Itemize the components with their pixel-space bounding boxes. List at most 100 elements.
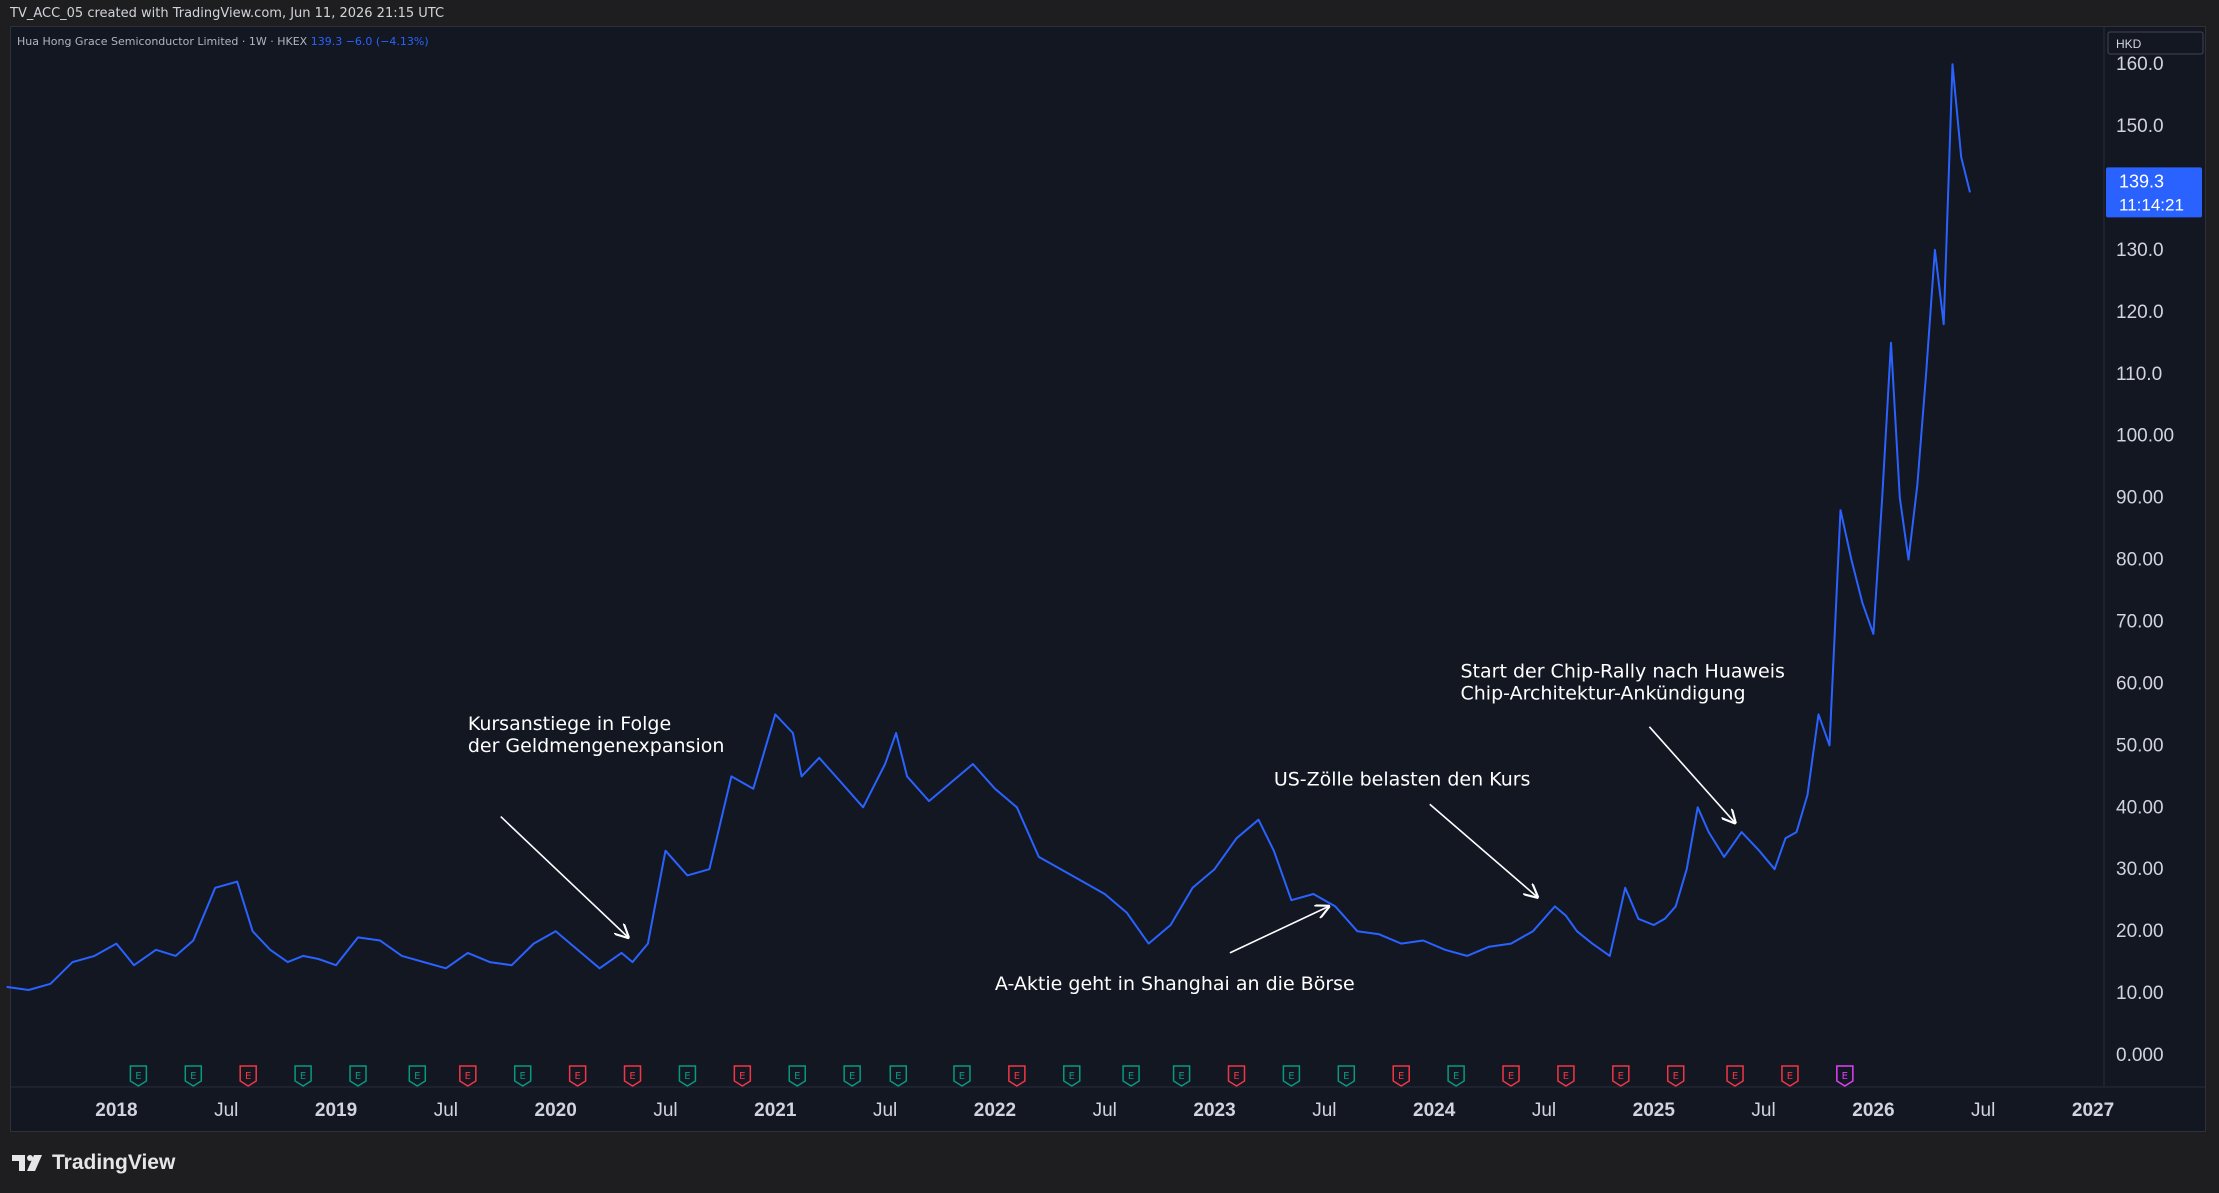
earnings-marker[interactable]: E — [408, 1065, 427, 1087]
earnings-marker[interactable]: E — [568, 1065, 587, 1087]
svg-text:E: E — [849, 1071, 855, 1082]
earnings-marker[interactable]: E — [1781, 1065, 1799, 1087]
y-tick-label: 60.00 — [2116, 673, 2164, 694]
y-tick-label: 110.0 — [2116, 364, 2162, 385]
svg-text:E: E — [465, 1071, 471, 1082]
x-tick-label: 2021 — [754, 1100, 797, 1121]
earnings-marker[interactable]: E — [788, 1065, 806, 1087]
annotation-shanghai-listing-arrow — [1229, 906, 1329, 954]
earnings-marker[interactable]: E — [1612, 1065, 1630, 1087]
price-change: −6.0 (−4.13%) — [345, 35, 429, 48]
export-caption-bar: TV_ACC_05 created with TradingView.com, … — [0, 0, 2219, 26]
earnings-marker[interactable]: E — [129, 1065, 148, 1087]
svg-text:E: E — [245, 1071, 251, 1082]
annotation-money-supply-arrow — [500, 816, 628, 938]
y-tick-label: 120.0 — [2116, 302, 2164, 323]
x-tick-label: 2024 — [1413, 1100, 1456, 1121]
x-tick-label: Jul — [1312, 1100, 1336, 1121]
earnings-marker[interactable]: E — [1063, 1065, 1081, 1087]
earnings-marker[interactable]: E — [1666, 1065, 1685, 1087]
x-tick-label: Jul — [434, 1100, 458, 1121]
x-axis-ticks: 2018 Jul 2019 Jul 2020 Jul 2021 Jul 2022 Jul 2023 J… — [95, 1100, 2114, 1121]
chart-frame[interactable] — [10, 26, 2206, 1132]
svg-text:E: E — [355, 1071, 361, 1082]
earnings-marker[interactable]: E — [1122, 1065, 1140, 1087]
earnings-marker[interactable]: E — [953, 1065, 971, 1087]
svg-text:E: E — [574, 1071, 580, 1082]
earnings-marker[interactable]: E — [1227, 1065, 1246, 1087]
annotation-chip-rally-text: Chip-Architektur-Ankündigung — [1461, 682, 1746, 704]
svg-text:E: E — [895, 1071, 901, 1082]
earnings-marker[interactable]: E — [733, 1065, 752, 1087]
earnings-marker[interactable]: E — [889, 1065, 908, 1087]
earnings-marker[interactable]: E — [1392, 1065, 1410, 1087]
x-tick-label: Jul — [1751, 1100, 1775, 1121]
earnings-marker[interactable]: E — [678, 1065, 697, 1087]
x-tick-label: Jul — [653, 1100, 677, 1121]
annotation-money-supply-text: der Geldmengenexpansion — [468, 735, 725, 757]
earnings-marker[interactable]: E — [513, 1065, 532, 1087]
y-tick-label: 160.0 — [2116, 54, 2164, 75]
footer: TradingView — [10, 1146, 175, 1180]
earnings-marker[interactable]: E — [1557, 1065, 1575, 1087]
symbol-description: Hua Hong Grace Semiconductor Limited · 1… — [17, 35, 308, 48]
earnings-marker[interactable]: E — [1836, 1065, 1854, 1087]
brand-name: TradingView — [52, 1151, 176, 1174]
svg-text:E: E — [520, 1071, 526, 1082]
x-tick-label: 2018 — [95, 1100, 137, 1121]
svg-text:E: E — [959, 1071, 965, 1082]
y-tick-label: 50.00 — [2116, 735, 2164, 756]
y-tick-label: 30.00 — [2116, 859, 2164, 880]
earnings-marker[interactable]: E — [239, 1065, 257, 1087]
earnings-marker[interactable]: E — [843, 1065, 861, 1087]
earnings-marker[interactable]: E — [1282, 1065, 1301, 1087]
annotation-shanghai-listing: A-Aktie geht in Shanghai an die Börse — [995, 906, 1355, 995]
currency-label: HKD — [2116, 37, 2142, 51]
svg-text:E: E — [1233, 1071, 1239, 1082]
y-axis-ticks: 0.000 10.00 20.00 30.00 40.00 50.00 60.00 70.00… — [2116, 54, 2174, 1066]
currency-box[interactable] — [2107, 31, 2204, 55]
earnings-marker[interactable]: E — [459, 1065, 477, 1087]
earnings-marker[interactable]: E — [1726, 1065, 1744, 1087]
x-tick-label: Jul — [1093, 1100, 1117, 1121]
earnings-marker[interactable]: E — [1447, 1065, 1465, 1087]
y-tick-label: 130.0 — [2116, 240, 2164, 261]
earnings-marker[interactable]: E — [1172, 1065, 1191, 1087]
annotation-chip-rally-text: Start der Chip-Rally nach Huaweis — [1461, 660, 1785, 682]
x-tick-label: Jul — [1971, 1100, 1995, 1121]
x-tick-label: 2023 — [1193, 1100, 1235, 1121]
svg-text:E: E — [629, 1071, 635, 1082]
svg-text:E: E — [190, 1071, 196, 1082]
svg-text:E: E — [1842, 1071, 1848, 1082]
svg-text:E: E — [1673, 1071, 1679, 1082]
earnings-marker[interactable]: E — [1008, 1065, 1026, 1087]
y-tick-label: 100.00 — [2116, 426, 2174, 447]
x-tick-label: Jul — [214, 1100, 238, 1121]
svg-text:E: E — [300, 1071, 306, 1082]
tradingview-logo-icon — [12, 1155, 42, 1171]
y-tick-label: 20.00 — [2116, 921, 2164, 942]
symbol-legend[interactable]: Hua Hong Grace Semiconductor Limited · 1… — [17, 35, 429, 48]
x-tick-label: 2022 — [974, 1100, 1016, 1121]
earnings-marker[interactable]: E — [623, 1065, 642, 1087]
price-line — [6, 63, 1971, 991]
annotation-us-tariffs-text: US-Zölle belasten den Kurs — [1274, 769, 1531, 791]
earnings-marker[interactable]: E — [294, 1065, 312, 1087]
y-tick-label: 70.00 — [2116, 612, 2164, 633]
bar-countdown: 11:14:21 — [2119, 195, 2184, 214]
y-tick-label: 40.00 — [2116, 797, 2164, 818]
earnings-marker[interactable]: E — [1502, 1065, 1520, 1087]
earnings-marker[interactable]: E — [349, 1065, 367, 1087]
svg-text:E: E — [1563, 1071, 1569, 1082]
export-caption: TV_ACC_05 created with TradingView.com, … — [10, 6, 445, 21]
earnings-marker[interactable]: E — [1337, 1065, 1356, 1087]
svg-text:E: E — [1014, 1071, 1020, 1082]
time-scale[interactable] — [11, 1088, 2205, 1131]
svg-text:E: E — [684, 1071, 690, 1082]
earnings-marker[interactable]: E — [184, 1065, 203, 1087]
svg-text:E: E — [1128, 1071, 1134, 1082]
y-tick-label: 10.00 — [2116, 983, 2164, 1004]
last-price-value: 139.3 — [2119, 171, 2164, 191]
